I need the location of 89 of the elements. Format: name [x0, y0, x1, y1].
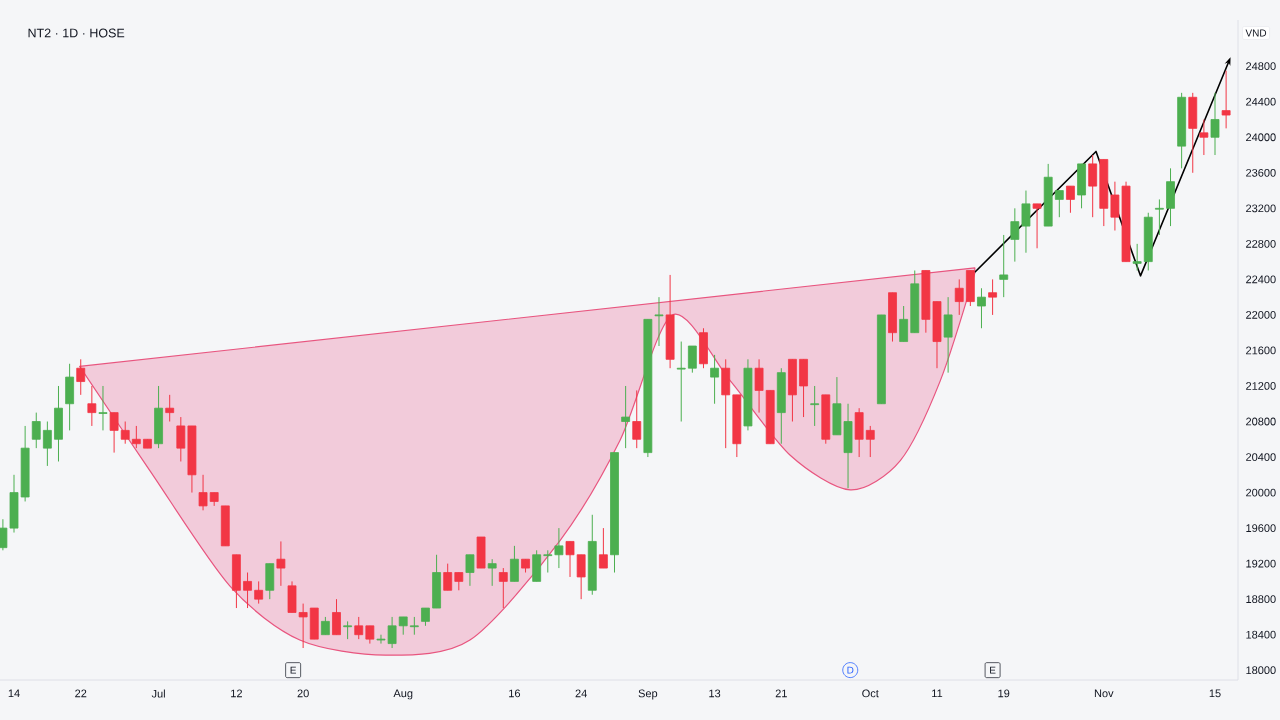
y-tick-label: 23600	[1246, 168, 1276, 177]
candlestick	[810, 385, 820, 427]
candlestick	[98, 385, 108, 431]
x-tick-label: 24	[575, 689, 587, 698]
candlestick	[554, 527, 564, 569]
y-tick-label: 22000	[1246, 311, 1276, 319]
x-tick-label: 16	[509, 689, 521, 698]
candlestick	[498, 567, 508, 609]
candlestick	[276, 540, 286, 587]
candlestick	[254, 580, 264, 605]
candlestick	[87, 385, 97, 427]
candlestick	[1221, 70, 1231, 129]
candlestick	[687, 345, 697, 374]
y-tick-label: 22800	[1246, 239, 1276, 248]
x-tick-label: 14	[8, 689, 20, 698]
candlestick	[943, 296, 953, 374]
candlestick	[1010, 207, 1020, 263]
y-tick-label: 23200	[1246, 204, 1276, 213]
x-tick-label: 21	[775, 689, 787, 698]
y-tick-label: 18800	[1246, 595, 1276, 604]
y-tick-label: 21200	[1246, 382, 1276, 390]
candlestick	[1210, 92, 1220, 156]
y-tick-label: 18000	[1246, 666, 1276, 675]
y-tick-label: 20000	[1246, 488, 1276, 497]
candlestick	[332, 598, 341, 636]
annotation: D	[847, 666, 854, 674]
candlestick	[465, 554, 475, 587]
candlestick	[954, 278, 964, 316]
candlestick	[198, 474, 208, 511]
candlestick	[977, 287, 986, 329]
x-tick-label: 11	[932, 689, 943, 698]
candlestick	[31, 412, 41, 449]
candlestick	[543, 549, 553, 574]
candlestick	[1199, 118, 1209, 156]
candlestick	[443, 563, 453, 591]
y-axis-title: VND	[1245, 29, 1267, 37]
candlestick	[1132, 243, 1142, 271]
x-tick-label: Jul	[151, 689, 165, 698]
candlestick	[176, 416, 186, 462]
candlestick	[1088, 154, 1098, 218]
candlestick	[710, 354, 719, 405]
annotation: E	[290, 666, 297, 674]
candlestick	[632, 389, 642, 449]
x-tick-label: 20	[297, 689, 309, 698]
candlestick	[1066, 185, 1075, 214]
candlestick	[1032, 203, 1042, 249]
y-tick-label: 21600	[1246, 346, 1276, 355]
x-tick-label: Sep	[638, 689, 658, 700]
x-tick-label: 12	[231, 689, 242, 698]
y-tick-label: 22400	[1246, 275, 1276, 284]
candlestick	[109, 412, 119, 454]
candlestick	[899, 305, 909, 343]
y-tick-label: 18400	[1246, 630, 1276, 639]
candlestick	[487, 558, 497, 587]
y-tick-label: 20800	[1246, 417, 1276, 426]
candlestick	[988, 278, 997, 316]
y-tick-label: 19600	[1246, 524, 1276, 532]
candlestick	[76, 358, 86, 396]
candlestick	[243, 572, 252, 609]
annotation: E	[990, 666, 996, 674]
x-tick-label: Aug	[393, 689, 413, 700]
candlestick	[165, 394, 175, 422]
candlestick	[999, 234, 1009, 298]
candlestick	[354, 616, 364, 640]
candlestick	[1054, 190, 1064, 218]
text: NT2 · 1D · HOSE	[28, 28, 125, 38]
y-tick-label: 24400	[1246, 97, 1276, 106]
candlestick	[510, 545, 519, 582]
candlestick	[120, 421, 130, 445]
candlestick	[865, 425, 875, 458]
candlestick	[654, 296, 664, 347]
candlestick	[621, 385, 631, 449]
candlestick	[131, 425, 141, 449]
candlestick	[676, 341, 686, 422]
y-tick-label: 24000	[1246, 133, 1276, 142]
x-tick-label: 15	[1209, 689, 1221, 698]
x-tick-label: 13	[709, 689, 721, 698]
candlestick	[754, 358, 764, 414]
y-tick-label: 20400	[1246, 453, 1276, 461]
candlestick	[1154, 198, 1164, 236]
candlestick	[1021, 190, 1031, 254]
candlestick	[42, 421, 52, 467]
y-tick-label: 19200	[1246, 559, 1276, 568]
candlestick	[598, 527, 608, 569]
x-tick-label: 19	[998, 689, 1010, 698]
x-tick-label: Oct	[862, 689, 879, 698]
y-tick-label: 24800	[1246, 62, 1276, 71]
x-tick-label: Nov	[1094, 689, 1114, 698]
x-tick-label: 22	[75, 689, 87, 698]
